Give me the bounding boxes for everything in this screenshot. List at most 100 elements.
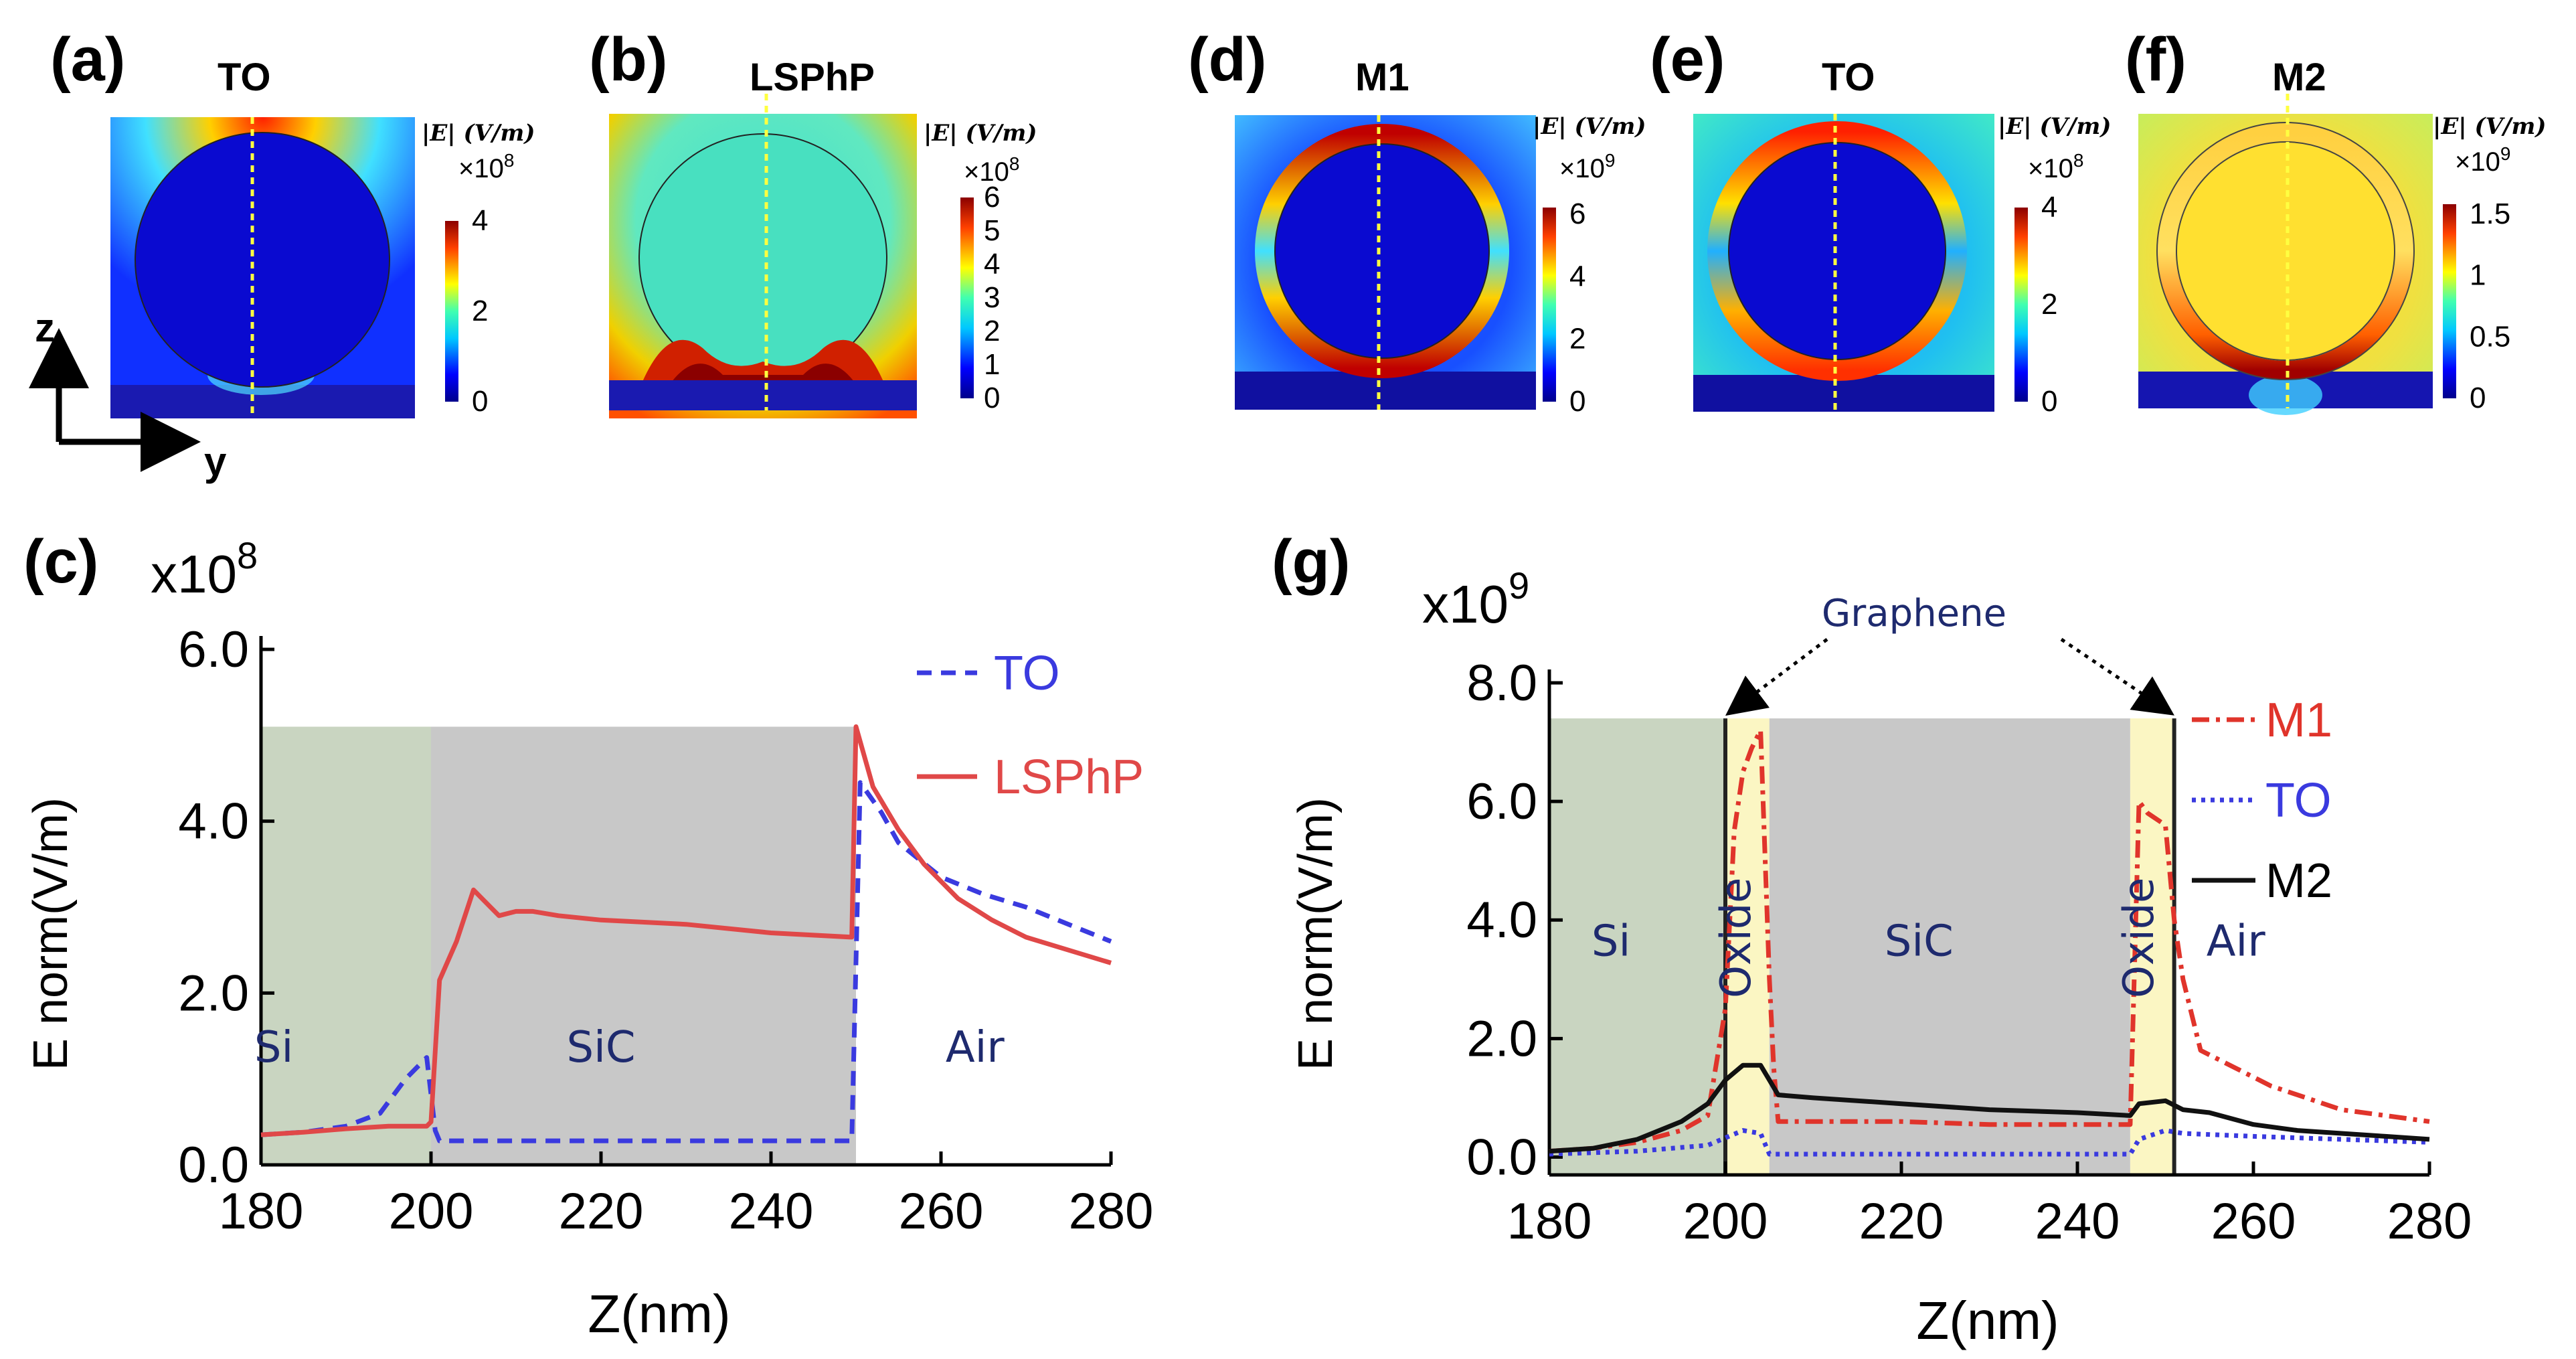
region-label: Oxide: [2114, 878, 2163, 998]
panel-f: (f) M2 |E| (V/m) ×109: [2125, 25, 2546, 415]
colorbar-e-exponent: ×10: [2028, 154, 2073, 183]
colorbar-tick: 1: [984, 348, 1000, 381]
series-lsphp-line: [260, 724, 1112, 1137]
colorbar-b-label: |E| (V/m): [924, 120, 1037, 147]
region-label: Air: [2207, 916, 2266, 966]
colorbar-tick: 6: [984, 181, 1000, 214]
x-tick-label: 260: [899, 1183, 984, 1240]
panel-d-label: (d): [1188, 25, 1266, 94]
axes-indicator: z y: [29, 305, 227, 484]
sphere-f: [2176, 141, 2395, 361]
region-label: SiC: [566, 1023, 635, 1072]
colorbar-tick: 4: [1569, 260, 1585, 293]
ring-e: [1707, 121, 1967, 381]
x-tick-label: 240: [2035, 1193, 2120, 1250]
svg-text:×108: ×108: [458, 150, 514, 183]
colorbar-tick: 1: [2470, 259, 2486, 292]
y-tick-label: 4.0: [178, 793, 249, 850]
panel-g-label: (g): [1272, 528, 1350, 596]
colorbar-tick: 4: [2041, 191, 2057, 224]
chart-g-multiplier: x10: [1422, 574, 1509, 634]
colorbar-tick: 6: [1569, 197, 1585, 230]
chart-c: (c) x108 E norm(V/m) Z(nm) 180 200 220 240 2…: [23, 528, 1153, 1344]
legend-label: TO: [2265, 774, 2332, 827]
x-tick-label: 280: [2387, 1193, 2472, 1250]
colorbar-tick: 4: [472, 204, 488, 237]
y-tick-label: 0.0: [1466, 1129, 1537, 1186]
legend-label: LSPhP: [994, 750, 1144, 804]
svg-text:×109: ×109: [1559, 150, 1615, 183]
chart-c-multiplier: x10: [151, 544, 237, 604]
region-label: SiC: [1885, 916, 1954, 966]
region-label: Air: [946, 1023, 1005, 1072]
colorbar-tick: 0: [472, 385, 488, 418]
ring-d: [1255, 124, 1509, 378]
chart-g-ylabel: E norm(V/m): [1289, 797, 1343, 1070]
region-oxide: [2130, 718, 2174, 1175]
panel-d-title: M1: [1355, 56, 1409, 99]
x-tick-label: 180: [1507, 1193, 1592, 1250]
colorbar-tick: 0: [1569, 385, 1585, 418]
panel-b: (b) LSPhP |E| (V/m) ×108: [589, 25, 1037, 418]
x-tick-label: 220: [559, 1183, 644, 1240]
panel-b-title: LSPhP: [750, 56, 875, 99]
region-oxide: [1725, 718, 1770, 1175]
colorbar-tick: 5: [984, 214, 1000, 247]
y-tick-label: 0.0: [178, 1137, 249, 1194]
colorbar-f-label: |E| (V/m): [2433, 113, 2546, 140]
colorbar-d-exponent: ×10: [1559, 154, 1605, 183]
colorbar-tick: 0: [2470, 382, 2486, 414]
ring-f: [2157, 123, 2414, 380]
colorbar-a-label: |E| (V/m): [422, 120, 535, 147]
x-tick-label: 200: [389, 1183, 474, 1240]
colorbar-tick: 2: [984, 315, 1000, 347]
panel-d: (d) M1 |E| (V/m) ×109: [1188, 25, 1646, 410]
series-m1-line: [1549, 728, 2430, 1154]
region-label: Si: [254, 1023, 293, 1072]
graphene-pointer: [2060, 637, 2174, 716]
region-label: Si: [1592, 916, 1630, 966]
colorbar-tick: 0.5: [2470, 320, 2510, 353]
chart-c-xlabel: Z(nm): [588, 1284, 730, 1344]
colorbar-a-exponent: ×10: [458, 154, 504, 183]
panel-f-label: (f): [2125, 25, 2186, 94]
x-tick-label: 220: [1859, 1193, 1944, 1250]
graphene-annotation: Graphene: [1822, 592, 2006, 635]
colorbar-d-label: |E| (V/m): [1533, 113, 1646, 140]
legend-label: M1: [2265, 694, 2332, 747]
panel-e: (e) TO |E| (V/m) ×108: [1650, 25, 2111, 412]
x-tick-label: 280: [1069, 1183, 1154, 1240]
series-to-line: [1549, 1128, 2430, 1157]
colorbar-b: [960, 197, 974, 398]
colorbar-f: [2443, 204, 2456, 398]
panel-a: (a) TO |E| (V/m) ×108: [50, 25, 535, 418]
region-si: [1549, 718, 1725, 1175]
colorbar-tick: 4: [984, 248, 1000, 281]
sphere-e: [1728, 142, 1946, 360]
x-tick-label: 180: [219, 1183, 304, 1240]
graphene-pointer: [1725, 638, 1828, 716]
region-sic: [431, 726, 856, 1165]
sphere-d: [1274, 143, 1490, 359]
panel-f-title: M2: [2272, 56, 2326, 99]
svg-text:×108: ×108: [2028, 150, 2083, 183]
panel-e-title: TO: [1822, 56, 1875, 99]
colorbar-e: [2014, 208, 2028, 402]
chart-g: (g) x109 E norm(V/m) Z(nm) 180 200 220 240 2…: [1272, 528, 2472, 1350]
y-tick-label: 6.0: [178, 621, 249, 678]
svg-text:×109: ×109: [2455, 143, 2510, 177]
y-tick-label: 8.0: [1466, 655, 1537, 712]
y-tick-label: 2.0: [178, 965, 249, 1022]
series-m2-line: [1549, 1062, 2430, 1154]
region-si: [261, 726, 431, 1165]
panel-c-label: (c): [23, 528, 98, 596]
colorbar-tick: 2: [1569, 323, 1585, 355]
colorbar-tick: 2: [472, 295, 488, 327]
panel-a-label: (a): [50, 25, 125, 94]
chart-g-xlabel: Z(nm): [1916, 1291, 2059, 1350]
colorbar-tick: 3: [984, 281, 1000, 314]
colorbar-tick: 0: [984, 382, 1000, 414]
legend-label: M2: [2265, 854, 2332, 908]
y-tick-label: 2.0: [1466, 1010, 1537, 1067]
